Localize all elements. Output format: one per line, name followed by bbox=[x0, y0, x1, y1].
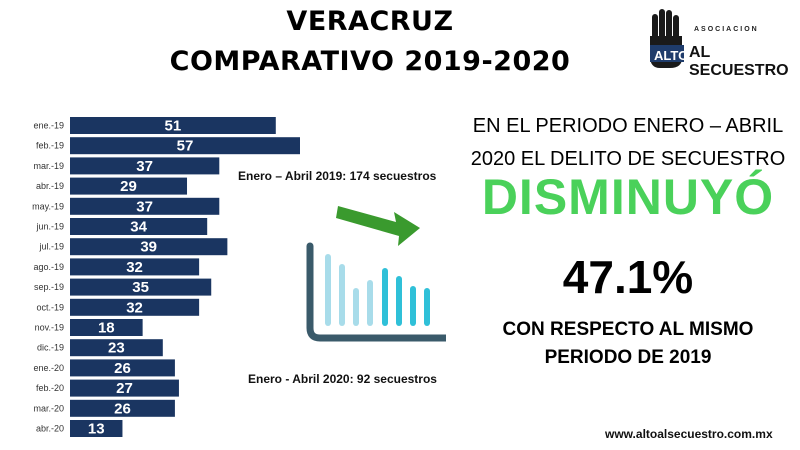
logo-brand-text: AL SECUESTRO bbox=[689, 44, 789, 79]
bar bbox=[70, 399, 175, 417]
bar bbox=[70, 339, 163, 357]
bar bbox=[70, 218, 208, 235]
category-label: oct.-19 bbox=[36, 302, 64, 312]
bar bbox=[70, 298, 200, 316]
category-label: dic.-19 bbox=[37, 343, 64, 353]
bar-value-label: 35 bbox=[132, 279, 149, 296]
bar bbox=[70, 379, 179, 397]
category-label: jul.-19 bbox=[38, 242, 64, 252]
category-label: may.-19 bbox=[32, 201, 64, 211]
title-line-2: COMPARATIVO 2019-2020 bbox=[169, 46, 571, 77]
bar bbox=[70, 420, 123, 437]
bar-value-label: 37 bbox=[136, 158, 153, 175]
bar-value-label: 29 bbox=[120, 178, 137, 195]
category-label: ago.-19 bbox=[33, 262, 64, 272]
category-label: mar.-20 bbox=[33, 403, 64, 413]
category-label: feb.-19 bbox=[36, 141, 64, 151]
category-label: nov.-19 bbox=[35, 323, 64, 333]
headline-line-1: EN EL PERIODO ENERO – ABRIL bbox=[472, 115, 784, 137]
bar-value-label: 32 bbox=[126, 259, 143, 276]
comparison-line-1: CON RESPECTO AL MISMO bbox=[502, 319, 754, 340]
bar bbox=[70, 177, 188, 195]
bar-value-label: 32 bbox=[126, 299, 143, 316]
bar-value-label: 13 bbox=[88, 421, 105, 438]
bar-value-label: 51 bbox=[165, 118, 182, 135]
bar-value-label: 27 bbox=[116, 380, 133, 397]
bar-value-label: 34 bbox=[130, 219, 147, 236]
headline-text: EN EL PERIODO ENERO – ABRIL 2020 EL DELI… bbox=[456, 110, 800, 176]
bar bbox=[70, 359, 175, 377]
percent-change: 47.1% bbox=[562, 251, 694, 303]
category-label: ene.-19 bbox=[33, 121, 64, 131]
bar-value-label: 26 bbox=[114, 360, 131, 377]
category-label: mar.-19 bbox=[33, 161, 64, 171]
bar bbox=[70, 238, 228, 256]
category-label: abr.-19 bbox=[36, 181, 64, 191]
category-label: ene.-20 bbox=[33, 363, 64, 373]
bar-value-label: 23 bbox=[108, 340, 125, 357]
category-label: jun.-19 bbox=[35, 222, 64, 232]
logo-alto-text: ALTO bbox=[654, 48, 689, 63]
bar bbox=[70, 319, 143, 336]
category-label: sep.-19 bbox=[34, 282, 64, 292]
monthly-kidnapping-bar-chart: ene.-19 51 feb.-19 57 mar.-19 37 abr.-19 29 may.… bbox=[32, 117, 300, 438]
alto-al-secuestro-logo: ASOCIACION ALTO AL SECUESTRO bbox=[646, 6, 789, 79]
period-2019-label: Enero – Abril 2019: 174 secuestros bbox=[238, 169, 437, 183]
bar bbox=[70, 197, 220, 215]
chart-axis-icon bbox=[306, 242, 446, 342]
down-arrow-icon bbox=[336, 206, 420, 246]
title-line-1: VERACRUZ bbox=[286, 6, 454, 37]
comparison-text: CON RESPECTO AL MISMO PERIODO DE 2019 bbox=[456, 316, 800, 372]
status-text: DISMINUYÓ bbox=[481, 169, 775, 225]
headline-line-2: 2020 EL DELITO DE SECUESTRO bbox=[470, 148, 786, 170]
bar-value-label: 37 bbox=[136, 198, 153, 215]
bar-value-label: 39 bbox=[140, 239, 157, 256]
logo-association-text: ASOCIACION bbox=[694, 26, 759, 33]
decreasing-bar-chart-icon bbox=[306, 206, 446, 342]
bar bbox=[70, 157, 220, 175]
raised-hand-icon bbox=[650, 9, 684, 68]
category-label: abr.-20 bbox=[36, 424, 64, 434]
comparison-line-2: PERIODO DE 2019 bbox=[544, 347, 712, 368]
period-2020-label: Enero - Abril 2020: 92 secuestros bbox=[248, 372, 437, 386]
bar-value-label: 57 bbox=[177, 138, 194, 155]
website-link[interactable]: www.altoalsecuestro.com.mx bbox=[605, 427, 773, 441]
bar-value-label: 18 bbox=[98, 320, 115, 337]
bar bbox=[70, 137, 300, 155]
bar bbox=[70, 258, 200, 276]
bar bbox=[70, 278, 212, 296]
bar-value-label: 26 bbox=[114, 400, 131, 417]
bar bbox=[70, 117, 276, 134]
category-label: feb.-20 bbox=[36, 383, 64, 393]
